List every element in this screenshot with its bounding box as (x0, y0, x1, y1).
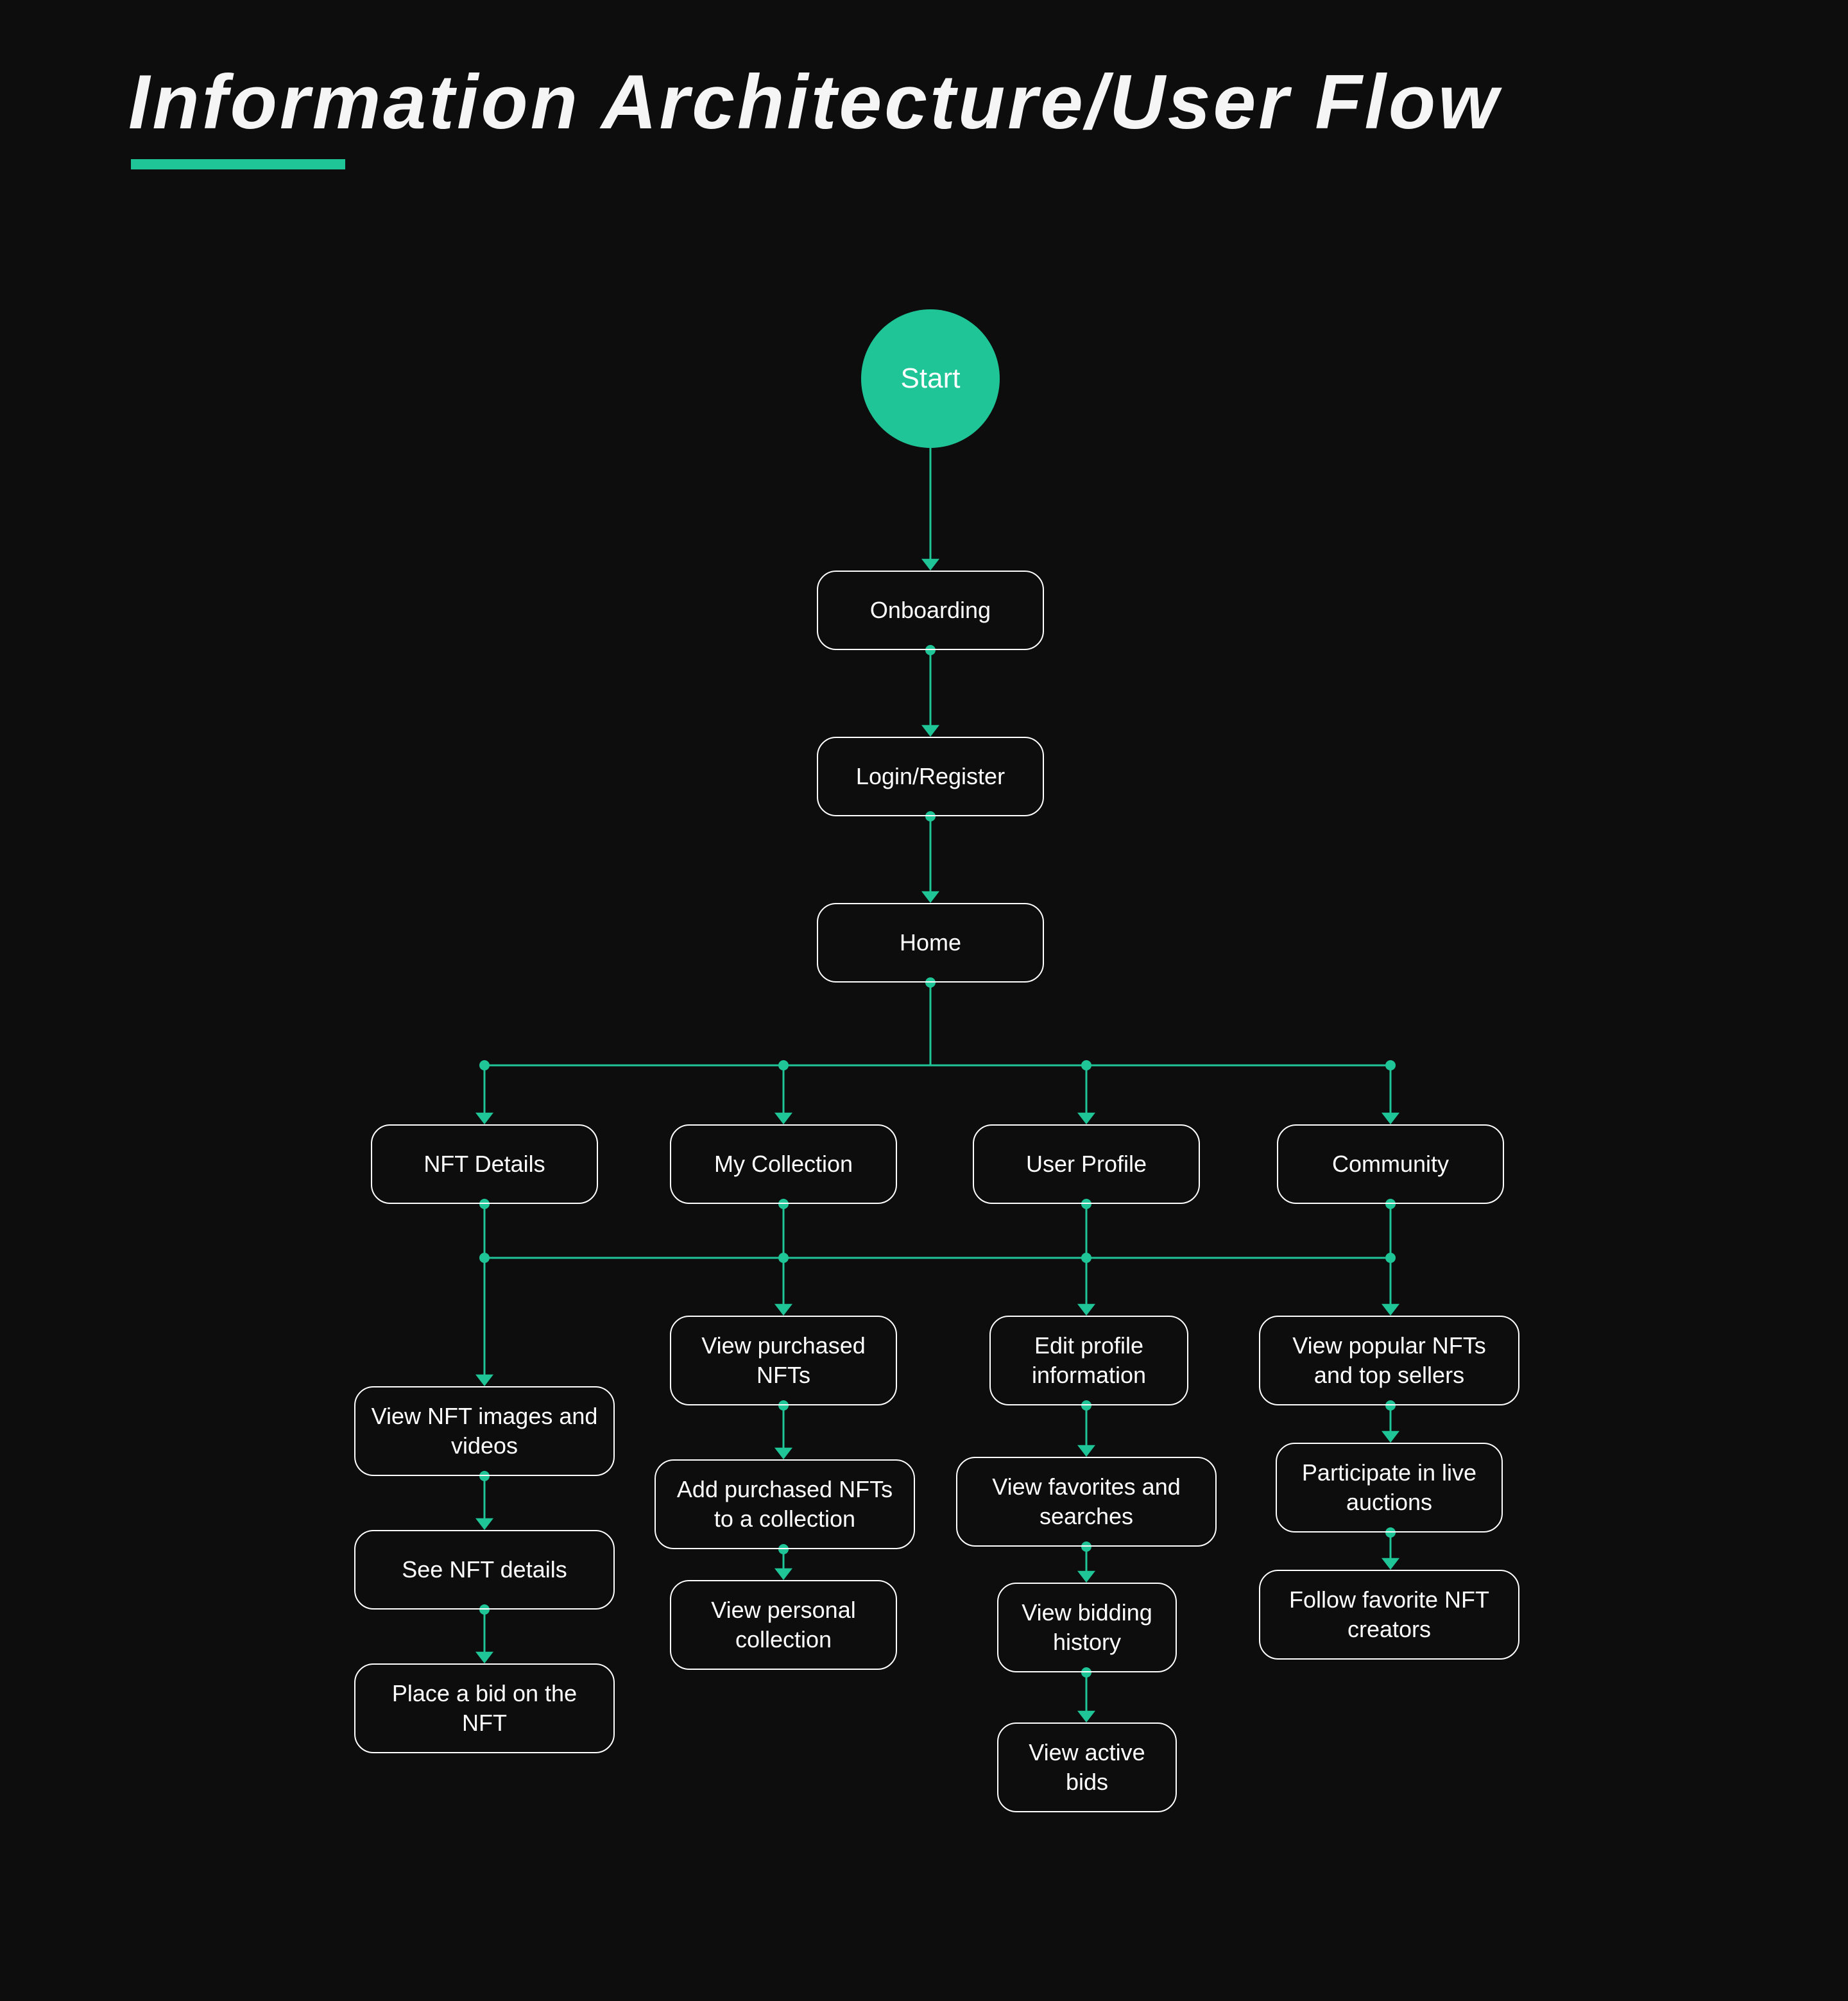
flow-node-home: Home (817, 903, 1044, 983)
edge-arrow (1077, 1113, 1095, 1124)
flow-node-view-popular: View popular NFTs and top sellers (1259, 1316, 1519, 1405)
edge-arrow (475, 1518, 493, 1530)
flowchart-canvas (0, 0, 1848, 2001)
flow-node-community: Community (1277, 1124, 1504, 1204)
edge-arrow (1382, 1431, 1399, 1443)
edge-arrow (921, 725, 939, 737)
edge-arrow (475, 1113, 493, 1124)
flow-node-nft-details: NFT Details (371, 1124, 598, 1204)
edge-arrow (1382, 1304, 1399, 1316)
flow-node-see-nft-details: See NFT details (354, 1530, 615, 1610)
flow-node-view-personal: View personal collection (670, 1580, 897, 1670)
flow-node-follow-creators: Follow favorite NFT creators (1259, 1570, 1519, 1660)
flow-node-edit-profile: Edit profile information (989, 1316, 1188, 1405)
flow-node-live-auctions: Participate in live auctions (1276, 1443, 1503, 1533)
edge-arrow (774, 1113, 792, 1124)
edge-arrow (774, 1448, 792, 1459)
flow-node-view-bidding-history: View bidding history (997, 1583, 1177, 1672)
edge-arrow (1077, 1445, 1095, 1457)
flow-node-view-nft-imgvid: View NFT images and videos (354, 1386, 615, 1476)
edge-arrow (774, 1304, 792, 1316)
flow-node-view-active-bids: View active bids (997, 1722, 1177, 1812)
flow-node-view-purchased: View purchased NFTs (670, 1316, 897, 1405)
edges-svg (0, 0, 1848, 2001)
flow-node-view-favorites: View favorites and searches (956, 1457, 1217, 1547)
start-node: Start (861, 309, 1000, 448)
flow-node-my-collection: My Collection (670, 1124, 897, 1204)
edge-arrow (1382, 1113, 1399, 1124)
flow-node-login: Login/Register (817, 737, 1044, 816)
edge-arrow (921, 559, 939, 571)
flow-node-add-purchased: Add purchased NFTs to a collection (654, 1459, 915, 1549)
page: Information Architecture/User Flow Start… (0, 0, 1848, 2001)
edge-arrow (774, 1568, 792, 1580)
edge-arrow (475, 1375, 493, 1386)
flow-node-user-profile: User Profile (973, 1124, 1200, 1204)
edge-arrow (921, 891, 939, 903)
flow-node-onboarding: Onboarding (817, 571, 1044, 650)
edge-arrow (1077, 1304, 1095, 1316)
flow-node-place-bid: Place a bid on the NFT (354, 1663, 615, 1753)
edge-arrow (1077, 1711, 1095, 1722)
edge-arrow (475, 1652, 493, 1663)
edge-arrow (1077, 1571, 1095, 1583)
edge-arrow (1382, 1558, 1399, 1570)
